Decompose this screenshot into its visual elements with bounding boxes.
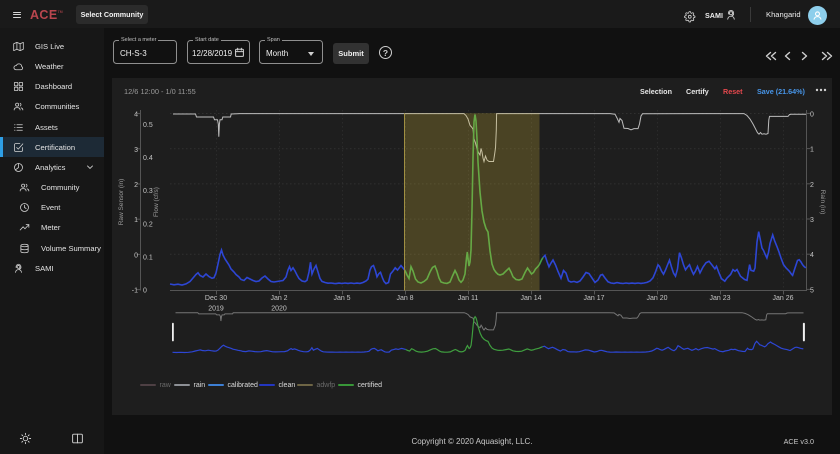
svg-text:3: 3: [810, 217, 814, 224]
svg-text:Jan 20: Jan 20: [646, 295, 667, 302]
svg-text:1: 1: [134, 217, 138, 224]
svg-text:0.4: 0.4: [143, 155, 153, 162]
svg-text:2019: 2019: [208, 306, 224, 313]
svg-text:Jan 14: Jan 14: [520, 295, 541, 302]
svg-text:0: 0: [134, 252, 138, 259]
svg-text:Jan 2: Jan 2: [270, 295, 287, 302]
svg-text:0: 0: [810, 111, 814, 118]
svg-text:2: 2: [134, 182, 138, 189]
svg-text:2020: 2020: [271, 306, 287, 313]
svg-text:Flow (cf/s): Flow (cf/s): [153, 187, 160, 217]
svg-text:0.1: 0.1: [143, 254, 153, 261]
svg-text:Rain (in): Rain (in): [819, 190, 826, 215]
svg-text:3: 3: [134, 147, 138, 154]
svg-text:1: 1: [810, 147, 814, 154]
svg-text:0: 0: [143, 288, 147, 295]
svg-text:Jan 5: Jan 5: [333, 295, 350, 302]
svg-text:0.2: 0.2: [143, 221, 153, 228]
svg-text:0.3: 0.3: [143, 188, 153, 195]
svg-text:2: 2: [810, 182, 814, 189]
svg-text:Jan 26: Jan 26: [772, 295, 793, 302]
svg-text:Jan 11: Jan 11: [458, 295, 479, 302]
svg-text:Raw Sensor (in): Raw Sensor (in): [118, 179, 125, 226]
svg-text:Dec 30: Dec 30: [205, 295, 227, 302]
svg-text:5: 5: [810, 287, 814, 294]
svg-text:Jan 8: Jan 8: [396, 295, 413, 302]
svg-text:Jan 23: Jan 23: [709, 295, 730, 302]
svg-text:4: 4: [134, 112, 138, 119]
svg-text:4: 4: [810, 252, 814, 259]
svg-text:0.5: 0.5: [143, 122, 153, 129]
svg-text:Jan 17: Jan 17: [583, 295, 604, 302]
svg-text:-1: -1: [132, 288, 138, 295]
